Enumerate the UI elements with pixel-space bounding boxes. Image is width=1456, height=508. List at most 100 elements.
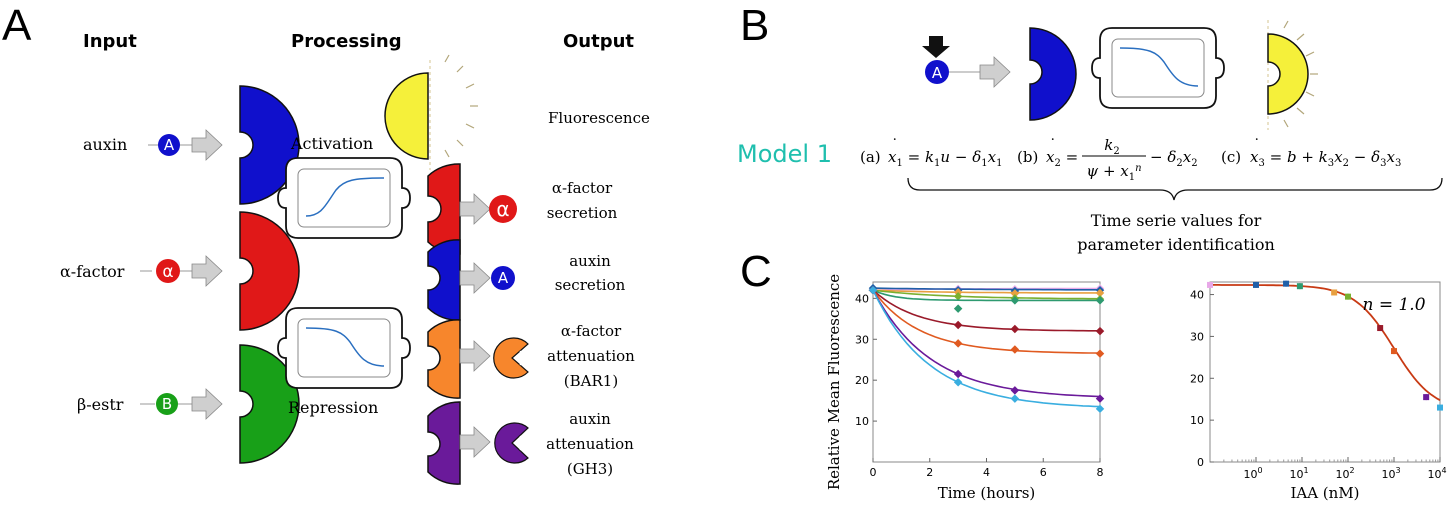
auxin-sensor-icon bbox=[239, 85, 300, 205]
svg-text:x2 =: x2 = bbox=[1046, 148, 1078, 169]
chart1-series-line bbox=[872, 289, 1100, 332]
chart1-point bbox=[953, 292, 963, 301]
input-label-auxin: auxin bbox=[83, 135, 127, 154]
chart1-series-line bbox=[872, 289, 1101, 398]
activation-box-icon bbox=[277, 157, 411, 239]
alpha-secretion-badge: α bbox=[496, 197, 509, 221]
model-label: Model 1 bbox=[737, 140, 832, 168]
svg-text:− δ2x2: − δ2x2 bbox=[1150, 148, 1198, 169]
chart2-ytick-label: 20 bbox=[1190, 372, 1204, 385]
model-badge-text: A bbox=[932, 64, 943, 82]
input-beta-estr: β-estr B bbox=[77, 344, 300, 464]
svg-text:k2: k2 bbox=[1104, 136, 1119, 157]
chart2-point bbox=[1437, 404, 1443, 411]
auxin-badge-text: A bbox=[164, 136, 175, 154]
output-auxin-secretion-icon: A bbox=[427, 239, 515, 321]
equation-c: (c) x3 = b + k3x2 − δ3x3 ˙ bbox=[1221, 136, 1401, 169]
chart1-series-line bbox=[872, 289, 1101, 354]
chart1-point bbox=[1095, 394, 1105, 403]
chart2-xtick-label: 104 bbox=[1427, 466, 1446, 481]
chart2-ytick-label: 40 bbox=[1190, 289, 1204, 302]
chart1-point bbox=[953, 377, 963, 387]
chart1-series-line bbox=[872, 289, 1100, 302]
alpha-badge-text: α bbox=[162, 262, 173, 282]
chart1-xtick-label: 4 bbox=[983, 466, 990, 479]
svg-text:˙: ˙ bbox=[1253, 136, 1261, 154]
auxin-secretion-badge: A bbox=[498, 269, 509, 287]
chart1-frame bbox=[872, 281, 1101, 463]
svg-text:˙: ˙ bbox=[1049, 136, 1057, 154]
chart1-point bbox=[1010, 296, 1020, 305]
chart1-point bbox=[1095, 404, 1105, 414]
chart2-point bbox=[1283, 280, 1290, 287]
chart2-ytick-label: 10 bbox=[1190, 414, 1204, 427]
chart2-ytick-label: 0 bbox=[1197, 456, 1204, 469]
chart2-xtick-label: 100 bbox=[1243, 466, 1262, 481]
chart1-point bbox=[953, 304, 963, 313]
beta-badge-text: B bbox=[162, 395, 172, 413]
alpha-sensor-icon bbox=[239, 211, 300, 331]
panel-b-letter: B bbox=[740, 1, 769, 50]
output-label-auxin-attenuation-1: auxin bbox=[569, 410, 611, 428]
chart1-point bbox=[868, 285, 878, 295]
chart2-point bbox=[1207, 281, 1213, 288]
model-output-icon bbox=[1267, 20, 1318, 130]
output-label-alpha-attenuation-1: α-factor bbox=[561, 322, 622, 340]
chart1-ytick-label: 20 bbox=[855, 374, 869, 387]
panel-c-letter: C bbox=[740, 247, 772, 296]
chart1-point bbox=[1010, 345, 1020, 354]
chart1-xtick-label: 8 bbox=[1097, 466, 1104, 479]
repression-box-icon bbox=[277, 307, 411, 389]
chart2-xtick-label: 103 bbox=[1381, 466, 1400, 481]
alpha-badge-icon bbox=[156, 259, 180, 283]
brace-caption-2: parameter identification bbox=[1077, 235, 1275, 254]
chart1-point bbox=[953, 320, 963, 330]
output-label-alpha-attenuation-2: attenuation bbox=[547, 347, 635, 365]
chart1-xtick-label: 6 bbox=[1040, 466, 1047, 479]
auxin-badge-icon bbox=[158, 134, 180, 156]
chart2-point bbox=[1391, 348, 1397, 355]
eq-b-tag: (b) bbox=[1017, 148, 1038, 166]
input-label-beta: β-estr bbox=[77, 395, 124, 414]
output-label-auxin-secretion-1: auxin bbox=[569, 252, 611, 270]
beta-sensor-icon bbox=[239, 344, 300, 464]
output-label-alpha-attenuation-3: (BAR1) bbox=[564, 372, 618, 390]
chart1-xlabel: Time (hours) bbox=[938, 484, 1036, 502]
chart1-series-line bbox=[872, 289, 1100, 294]
repression-label: Repression bbox=[288, 398, 378, 417]
chart1-ytick-label: 40 bbox=[855, 292, 869, 305]
header-input: Input bbox=[83, 31, 137, 52]
chart2-ytick-label: 30 bbox=[1190, 330, 1204, 343]
chart2-point bbox=[1253, 281, 1259, 288]
svg-text:x1 = k1u − δ1x1: x1 = k1u − δ1x1 bbox=[888, 148, 1002, 169]
chart1-point bbox=[1010, 324, 1020, 334]
n-value-label: n = 1.0 bbox=[1362, 295, 1425, 315]
chart1-xtick-label: 0 bbox=[870, 466, 877, 479]
chart1-point bbox=[1010, 289, 1020, 298]
svg-text:ψ + x1n: ψ + x1n bbox=[1086, 162, 1141, 183]
chart1-point bbox=[1010, 394, 1020, 403]
input-auxin: auxin A bbox=[83, 85, 300, 205]
chart2-xlabel: IAA (nM) bbox=[1290, 484, 1359, 502]
header-processing: Processing bbox=[291, 31, 402, 52]
output-auxin-attenuation-icon bbox=[427, 401, 529, 485]
panel-a-letter: A bbox=[2, 1, 32, 50]
output-label-fluorescence: Fluorescence bbox=[548, 109, 650, 127]
chart1-point bbox=[1095, 288, 1105, 298]
chart2-point bbox=[1377, 325, 1384, 332]
chart1-series-line bbox=[872, 287, 1101, 291]
model-input-icon: A bbox=[922, 27, 1077, 121]
chart1-series-line bbox=[872, 289, 1101, 300]
activation-label: Activation bbox=[290, 134, 373, 153]
output-alpha-secretion-icon: α bbox=[427, 163, 517, 255]
chart1-point bbox=[953, 369, 963, 379]
input-label-alpha: α-factor bbox=[60, 262, 125, 281]
chart1-point bbox=[1095, 349, 1105, 358]
chart2-xtick-label: 101 bbox=[1289, 466, 1308, 481]
chart1-series-line bbox=[872, 289, 1101, 408]
output-fluorescence-icon bbox=[384, 54, 478, 170]
header-output: Output bbox=[563, 31, 634, 52]
chart2-xtick-label: 102 bbox=[1335, 466, 1354, 481]
equation-a: (a) x1 = k1u − δ1x1 ˙ bbox=[860, 136, 1002, 169]
